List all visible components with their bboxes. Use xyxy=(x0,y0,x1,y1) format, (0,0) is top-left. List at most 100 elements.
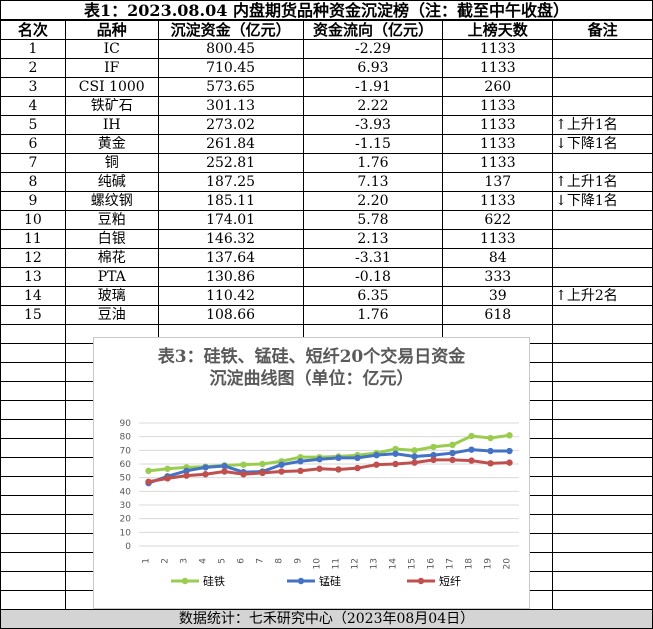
empty-cell xyxy=(0,324,66,344)
series-3-point xyxy=(297,467,304,475)
series-2-point xyxy=(202,464,209,471)
y-tick-label: 0 xyxy=(125,542,131,552)
series-3-point xyxy=(240,471,247,478)
empty-cell xyxy=(552,533,653,553)
table-cell: 301.13 xyxy=(157,96,304,116)
table-cell: -0.18 xyxy=(302,267,444,287)
rank-change-note: ↑上升1名 xyxy=(552,172,653,192)
rank-change-note xyxy=(552,153,653,173)
series-2-point xyxy=(468,446,475,453)
series-1-point xyxy=(145,467,152,475)
rank-change-note: ↓下降1名 xyxy=(552,134,653,154)
rank-change-note: ↑上升1名 xyxy=(552,115,653,135)
legend-label: 锰硅 xyxy=(319,574,341,588)
series-2-point xyxy=(335,454,342,462)
series-3-point xyxy=(506,459,513,466)
empty-cell xyxy=(0,571,66,591)
table-cell: IF xyxy=(64,58,159,78)
table-cell: 5.78 xyxy=(302,210,444,230)
series-3-point xyxy=(278,468,285,475)
y-tick-label: 70 xyxy=(120,446,132,456)
table-cell: 铁矿石 xyxy=(64,96,159,116)
column-header: 沉淀资金（亿元） xyxy=(157,20,304,40)
y-tick-label: 40 xyxy=(120,487,132,497)
table-cell: 7.13 xyxy=(302,172,444,192)
empty-cell xyxy=(552,571,653,591)
series-2-point xyxy=(221,462,228,470)
table-cell: -3.93 xyxy=(302,115,444,135)
series-1-point xyxy=(164,465,171,472)
table-cell: 6.35 xyxy=(302,286,444,306)
x-tick-label: 9 xyxy=(294,558,304,564)
y-tick-label: 80 xyxy=(120,433,132,443)
table-cell: 3 xyxy=(0,77,66,97)
table-cell: 13 xyxy=(0,267,66,287)
empty-cell xyxy=(552,381,653,401)
empty-cell xyxy=(0,476,66,496)
table-row: 1 IC 800.45 -2.29 1133 xyxy=(0,39,653,59)
column-header: 上榜天数 xyxy=(442,20,554,40)
table-row: 15 豆油 108.66 1.76 618 xyxy=(0,305,653,325)
x-tick-label: 20 xyxy=(503,558,513,570)
table-cell: 2.22 xyxy=(302,96,444,116)
table-row: 14 玻璃 110.42 6.35 39 ↑上升2名 xyxy=(0,286,653,306)
table-cell: 螺纹钢 xyxy=(64,191,159,211)
rank-change-note xyxy=(552,77,653,97)
table-cell: 185.11 xyxy=(157,191,304,211)
table-cell: 棉花 xyxy=(64,248,159,268)
table-cell: 2 xyxy=(0,58,66,78)
empty-cell xyxy=(552,362,653,382)
x-tick-label: 15 xyxy=(408,558,418,569)
table-row: 10 豆粕 174.01 5.78 622 xyxy=(0,210,653,230)
table-cell: 800.45 xyxy=(157,39,304,59)
table-row: 6 黄金 261.84 -1.15 1133 ↓下降1名 xyxy=(0,134,653,154)
empty-cell xyxy=(0,533,66,553)
column-header: 资金流向（亿元） xyxy=(302,20,444,40)
x-tick-label: 8 xyxy=(275,558,285,564)
series-2-point xyxy=(183,467,190,475)
series-2-point xyxy=(316,456,323,463)
table-cell: 710.45 xyxy=(157,58,304,78)
table-cell: 6.93 xyxy=(302,58,444,78)
table-cell: 豆粕 xyxy=(64,210,159,230)
empty-cell xyxy=(0,362,66,382)
table-cell: 7 xyxy=(0,153,66,173)
empty-cell xyxy=(552,552,653,572)
ranking-table-body: 名次 品种 沉淀资金（亿元） 资金流向（亿元） 上榜天数 备注 1 IC 800.45 -2.29… xyxy=(0,20,653,610)
empty-cell xyxy=(552,514,653,534)
table-cell: 铜 xyxy=(64,153,159,173)
table-cell: 187.25 xyxy=(157,172,304,192)
series-2-point xyxy=(506,447,513,455)
table-cell: 1133 xyxy=(442,58,554,78)
table-row: 4 铁矿石 301.13 2.22 1133 xyxy=(0,96,653,116)
table-row: 11 白银 146.32 2.13 1133 xyxy=(0,229,653,249)
table-row: 5 IH 273.02 -3.93 1133 ↑上升1名 xyxy=(0,115,653,135)
x-tick-label: 7 xyxy=(256,558,266,564)
table-cell: 130.86 xyxy=(157,267,304,287)
empty-cell xyxy=(0,419,66,439)
chart-title: 表3：硅铁、锰硅、短纤20个交易日资金 沉淀曲线图（单位：亿元） xyxy=(94,346,529,390)
series-3-point xyxy=(145,478,152,485)
series-3-point xyxy=(487,460,494,467)
table-cell: 10 xyxy=(0,210,66,230)
x-tick-label: 4 xyxy=(199,558,209,564)
table-cell: 108.66 xyxy=(157,305,304,325)
series-2-point xyxy=(449,449,456,457)
y-tick-label: 50 xyxy=(120,474,132,484)
series-2-point xyxy=(278,461,285,468)
table-cell: -3.31 xyxy=(302,248,444,268)
column-header: 备注 xyxy=(552,20,653,40)
table-cell: 2.13 xyxy=(302,229,444,249)
empty-cell xyxy=(0,495,66,515)
series-1-point xyxy=(392,445,399,453)
rank-change-note xyxy=(552,305,653,325)
table-cell: 622 xyxy=(442,210,554,230)
empty-cell xyxy=(552,438,653,458)
table-cell: 白银 xyxy=(64,229,159,249)
series-3-point xyxy=(468,457,475,464)
y-tick-label: 30 xyxy=(120,501,132,511)
table-title: 表1：2023.08.04 内盘期货品种资金沉淀榜（注：截至中午收盘） xyxy=(0,0,653,20)
table-cell: 豆油 xyxy=(64,305,159,325)
empty-cell xyxy=(552,400,653,420)
